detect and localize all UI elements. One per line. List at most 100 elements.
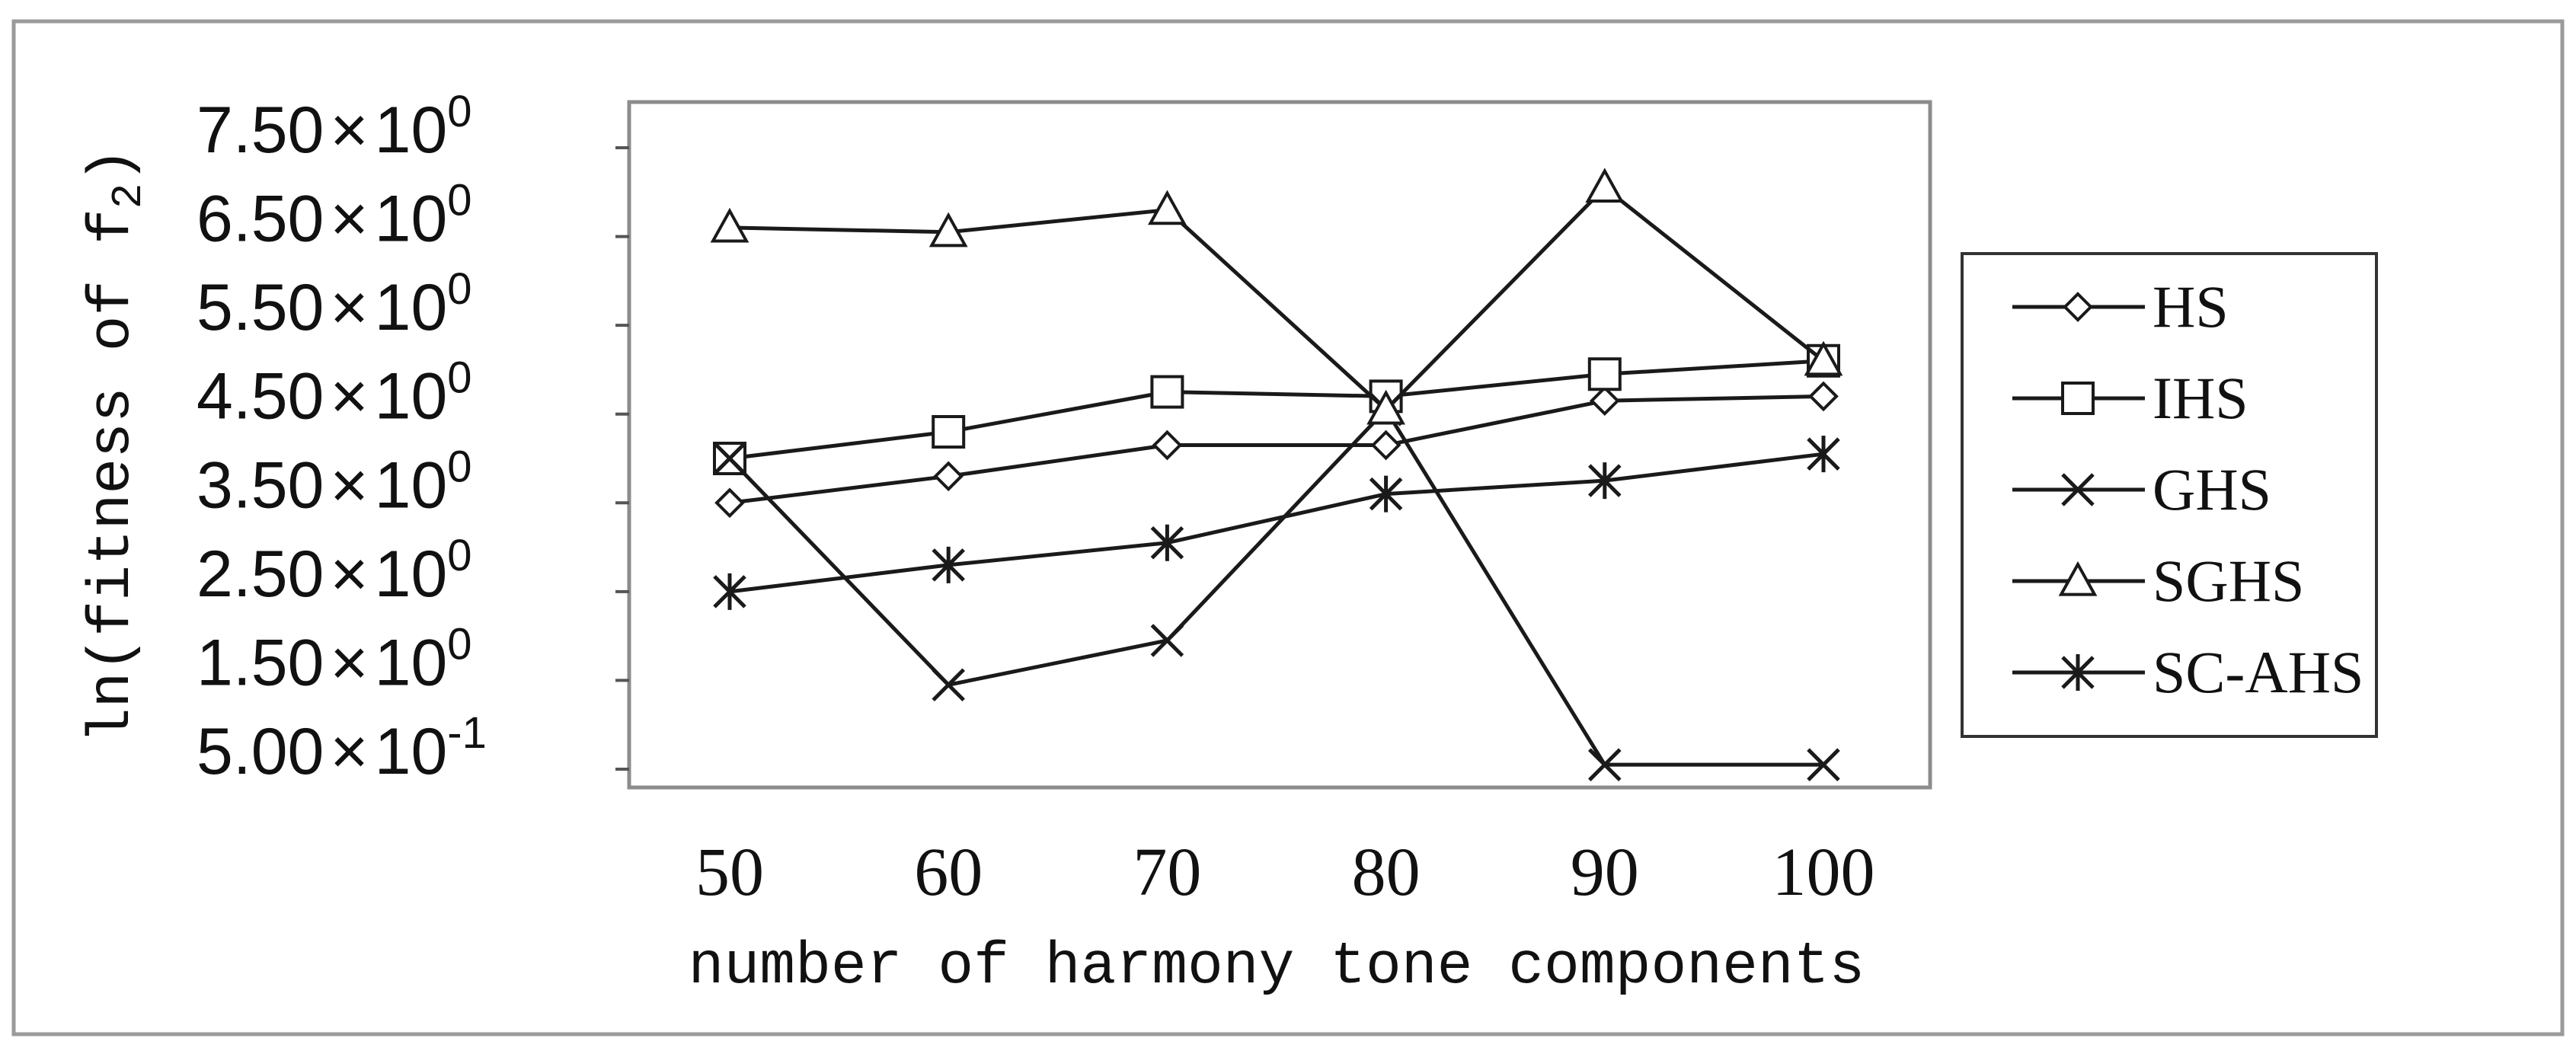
y-tick-exponent: -1 [447,708,487,758]
y-tick-exponent: 0 [447,264,471,314]
data-point-hs [1152,430,1183,461]
legend-marker-sghs [2058,561,2098,596]
y-axis-title: ln(fitness of f2) [79,148,153,744]
data-point-ghs [1150,624,1184,657]
series-sghs [710,168,1843,425]
y-tick-times: × [330,538,368,611]
data-point-sc-ahs [1150,524,1184,561]
x-tick-label: 60 [914,835,983,910]
data-point-ihs [1587,357,1622,391]
legend-item-sc-ahs: SC-AHS [2012,639,2363,705]
y-tick-base: 10 [375,271,448,344]
y-tick-base: 10 [375,183,448,256]
y-tick-exponent: 0 [447,87,471,136]
y-tick-base: 10 [375,360,448,433]
y-tick-label: 4.50×100 [197,353,472,433]
data-point-ihs [1150,375,1184,409]
legend-label: HS [2153,273,2229,340]
legend-label: SGHS [2153,548,2304,614]
legend-item-ihs: IHS [2012,365,2248,431]
y-tick-mantissa: 6.50 [197,183,324,256]
x-tick-labels: 50 60 70 80 90 100 [695,835,1875,910]
y-tick-times: × [330,271,368,344]
y-tick-mantissa: 4.50 [197,360,324,433]
y-tick-mantissa: 2.50 [197,538,324,611]
legend-item-hs: HS [2012,273,2229,340]
data-point-hs [1808,381,1839,412]
y-tick-times: × [330,449,368,522]
data-point-sghs [1585,168,1625,203]
data-point-sc-ahs [932,546,965,583]
y-tick-label: 6.50×100 [197,176,472,256]
data-point-ihs [932,415,966,449]
y-tick-mantissa: 1.50 [197,626,324,699]
legend-marker-ghs [2061,473,2095,506]
series-line-sghs [729,185,1825,412]
x-tick-label: 100 [1772,835,1875,910]
legend-item-ghs: GHS [2012,456,2271,522]
data-point-ghs [1588,748,1622,781]
legend-label: SC-AHS [2153,639,2363,705]
data-point-sghs [1366,389,1405,425]
y-tick-base: 10 [375,626,448,699]
y-tick-base: 10 [375,715,448,788]
data-point-ghs [1807,748,1840,781]
y-tick-exponent: 0 [447,176,471,225]
y-tick-times: × [330,183,368,256]
data-point-sc-ahs [713,573,746,610]
data-point-hs [1589,385,1620,417]
y-tick-exponent: 0 [447,353,471,403]
y-tick-base: 10 [375,449,448,522]
legend-label: GHS [2153,456,2271,522]
series-line-ghs [728,407,1823,767]
series-layer [710,168,1843,781]
series-line-ihs [729,359,1824,461]
y-tick-mantissa: 5.00 [197,715,324,788]
x-tick-label: 50 [695,835,764,910]
data-point-sc-ahs [1369,475,1403,513]
legend: HS IHS GHS SGHS SC-AHS [2012,273,2363,705]
data-point-ghs [713,442,746,475]
y-tick-mantissa: 5.50 [197,271,324,344]
y-tick-label: 5.50×100 [197,264,472,344]
data-point-sghs [1804,340,1843,376]
legend-marker-ihs [2061,382,2095,415]
y-axis-title-main: ln(fitness of f [79,209,146,743]
legend-box [1961,252,2378,738]
y-axis-title-close: ) [79,148,146,184]
series-line-sc-ahs [729,452,1824,594]
data-point-hs [714,487,745,519]
y-tick-label: 5.00×10-1 [197,708,487,788]
data-point-sghs [710,207,749,243]
y-tick-times: × [330,94,368,167]
y-axis-title-subscript: 2 [104,184,153,209]
series-line-hs [729,394,1824,505]
x-tick-label: 70 [1133,835,1201,910]
x-tick-label: 90 [1571,835,1639,910]
y-tick-labels: 7.50×1006.50×1005.50×1004.50×1003.50×100… [197,87,629,788]
y-tick-mantissa: 3.50 [197,449,324,522]
data-point-sc-ahs [1807,436,1840,473]
y-tick-label: 3.50×100 [197,442,472,522]
y-tick-times: × [330,360,368,433]
legend-marker-hs [2063,292,2093,322]
series-hs [714,381,1839,519]
y-tick-label: 7.50×100 [197,87,472,167]
y-tick-base: 10 [375,94,448,167]
y-tick-times: × [330,626,368,699]
x-axis-title: number of harmony tone components [689,934,1865,1001]
data-point-hs [1370,430,1401,461]
data-point-hs [933,461,964,492]
data-point-ghs [932,668,965,702]
legend-marker-sc-ahs [2061,654,2095,691]
y-tick-times: × [330,715,368,788]
y-tick-mantissa: 7.50 [197,94,324,167]
y-tick-exponent: 0 [447,442,471,491]
y-tick-exponent: 0 [447,619,471,669]
y-tick-label: 1.50×100 [197,619,472,699]
y-tick-exponent: 0 [447,531,471,580]
legend-label: IHS [2153,365,2248,431]
data-point-sghs [928,212,968,248]
